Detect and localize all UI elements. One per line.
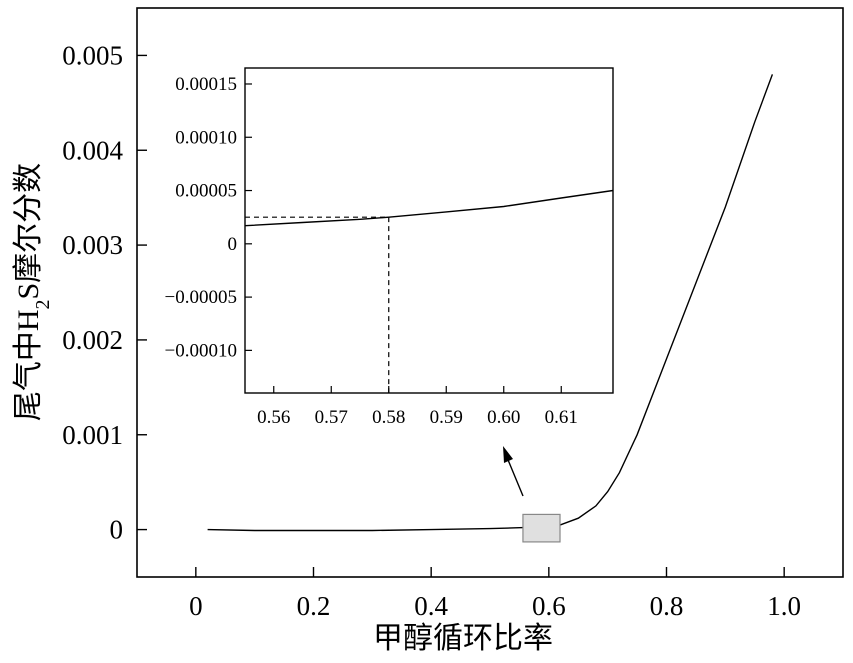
y-axis-title-part: 尾气中H xyxy=(12,310,45,422)
y-axis-title-part: S摩尔分数 xyxy=(12,163,45,300)
main-chart: 0 0.2 0.4 0.6 0.8 1.0 0 0.001 0.002 0.003 0.004 0.0… xyxy=(12,7,844,655)
inset-y-tick-label: −0.00005 xyxy=(165,287,237,308)
x-axis-title: 甲醇循环比率 xyxy=(373,622,553,655)
inset-series-line xyxy=(244,189,614,227)
plot-frame xyxy=(136,7,844,578)
inset-x-tick-label: 0.58 xyxy=(372,407,405,428)
arrow-shaft xyxy=(505,454,524,497)
x-tick-label: 0.2 xyxy=(297,591,331,621)
inset-pointer-arrow xyxy=(503,446,524,497)
y-tick-label: 0.005 xyxy=(62,40,123,70)
y-tick-label: 0.001 xyxy=(62,420,123,450)
inset-y-tick-label: 0.00015 xyxy=(175,74,237,95)
inset-x-tick-label: 0.59 xyxy=(430,407,463,428)
inset-y-tick-label: 0.00005 xyxy=(175,181,237,202)
inset-frame xyxy=(244,67,614,394)
x-tick-label: 0.4 xyxy=(414,591,448,621)
inset-x-tick-label: 0.61 xyxy=(545,407,578,428)
zoom-region-box xyxy=(522,513,561,543)
inset-x-tick-label: 0.57 xyxy=(315,407,348,428)
series-line xyxy=(207,74,774,532)
y-tick-label: 0.004 xyxy=(62,135,123,165)
y-tick-label: 0 xyxy=(110,515,124,545)
inset-x-tick-label: 0.60 xyxy=(487,407,520,428)
inset-y-tick-label: 0.00010 xyxy=(175,127,237,148)
x-tick-label: 0.8 xyxy=(650,591,684,621)
x-tick-label: 0 xyxy=(189,591,203,621)
x-tick-label: 1.0 xyxy=(767,591,801,621)
y-axis-title: 尾气中H2S摩尔分数 xyxy=(12,163,54,421)
inset-y-tick-label: 0 xyxy=(228,234,238,255)
y-tick-label: 0.003 xyxy=(62,230,123,260)
inset-chart: 0.56 0.57 0.58 0.59 0.60 0.61 0.00015 0.00010 0.… xyxy=(165,67,614,428)
inset-x-tick-label: 0.56 xyxy=(257,407,290,428)
inset-y-tick-label: −0.00010 xyxy=(165,340,237,361)
x-tick-label: 0.6 xyxy=(532,591,566,621)
y-tick-label: 0.002 xyxy=(62,325,123,355)
y-axis-title-subscript: 2 xyxy=(32,300,54,310)
arrow-head xyxy=(503,446,513,463)
